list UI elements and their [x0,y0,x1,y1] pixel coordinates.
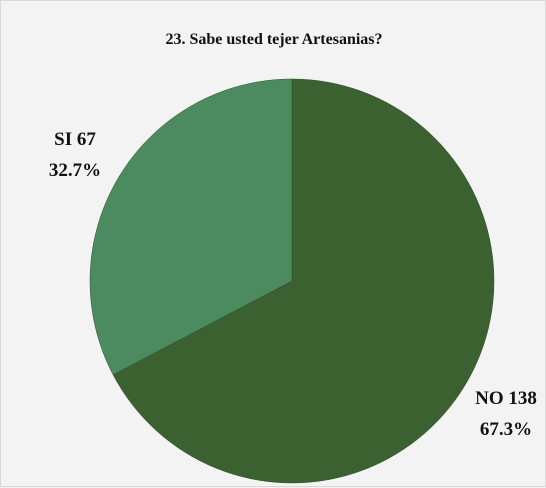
slice-percent-no: 67.3% [480,419,532,440]
slice-percent-si: 32.7% [49,160,101,181]
chart-title: 23. Sabe usted tejer Artesanias? [165,31,383,48]
slice-label-si: SI 67 [54,129,96,150]
pie-slice-no [112,78,495,484]
pie-slice-si [89,78,293,376]
slice-label-no: NO 138 [475,388,537,409]
